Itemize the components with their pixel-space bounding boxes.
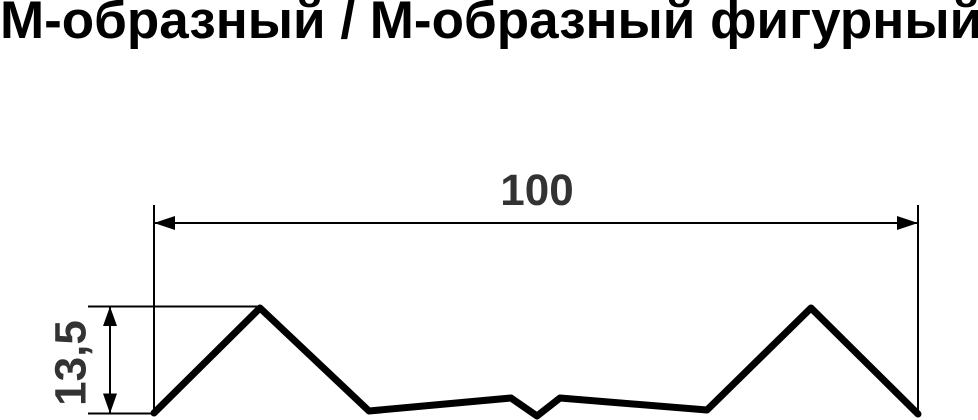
- svg-text:13,5: 13,5: [47, 320, 96, 406]
